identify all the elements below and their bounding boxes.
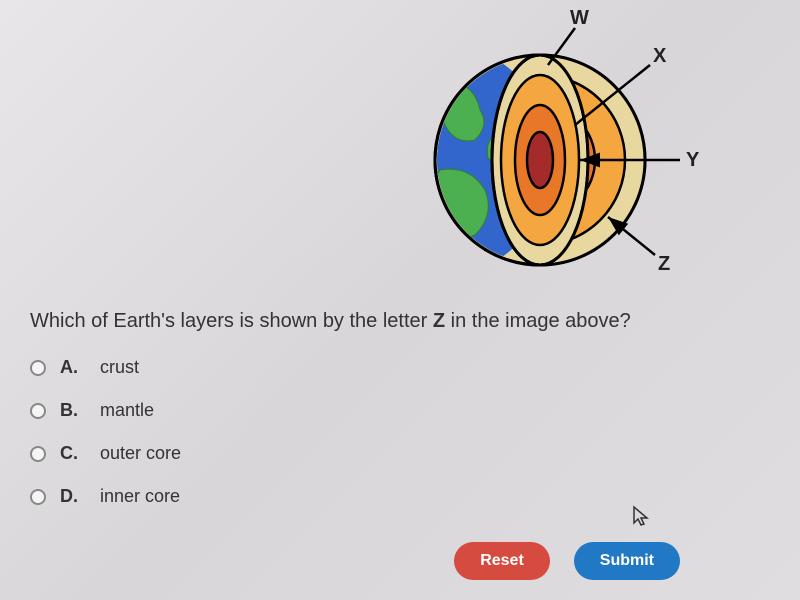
earth-layers-diagram: W X Y Z <box>380 10 760 290</box>
radio-icon[interactable] <box>30 446 46 462</box>
option-text: outer core <box>100 443 181 464</box>
option-letter: B. <box>60 400 90 421</box>
option-text: crust <box>100 357 139 378</box>
question-text: Which of Earth's layers is shown by the … <box>30 310 770 333</box>
submit-button[interactable]: Submit <box>574 542 680 580</box>
question-pre: Which of Earth's layers is shown by the … <box>30 310 433 332</box>
radio-icon[interactable] <box>30 360 46 376</box>
reset-button[interactable]: Reset <box>454 542 550 580</box>
option-b[interactable]: B. mantle <box>30 400 770 421</box>
button-row: Reset Submit <box>454 542 680 580</box>
radio-icon[interactable] <box>30 403 46 419</box>
radio-icon[interactable] <box>30 489 46 505</box>
option-letter: D. <box>60 486 90 507</box>
option-c[interactable]: C. outer core <box>30 443 770 464</box>
option-letter: C. <box>60 443 90 464</box>
question-block: Which of Earth's layers is shown by the … <box>30 310 770 529</box>
option-a[interactable]: A. crust <box>30 357 770 378</box>
question-bold: Z <box>433 310 445 332</box>
option-text: mantle <box>100 400 154 421</box>
cursor-icon <box>632 505 650 532</box>
label-y: Y <box>686 149 700 171</box>
option-d[interactable]: D. inner core <box>30 486 770 507</box>
option-letter: A. <box>60 357 90 378</box>
question-post: in the image above? <box>445 310 631 332</box>
label-z: Z <box>658 253 670 275</box>
label-x: X <box>653 45 667 67</box>
label-w: W <box>570 10 589 29</box>
option-text: inner core <box>100 486 180 507</box>
